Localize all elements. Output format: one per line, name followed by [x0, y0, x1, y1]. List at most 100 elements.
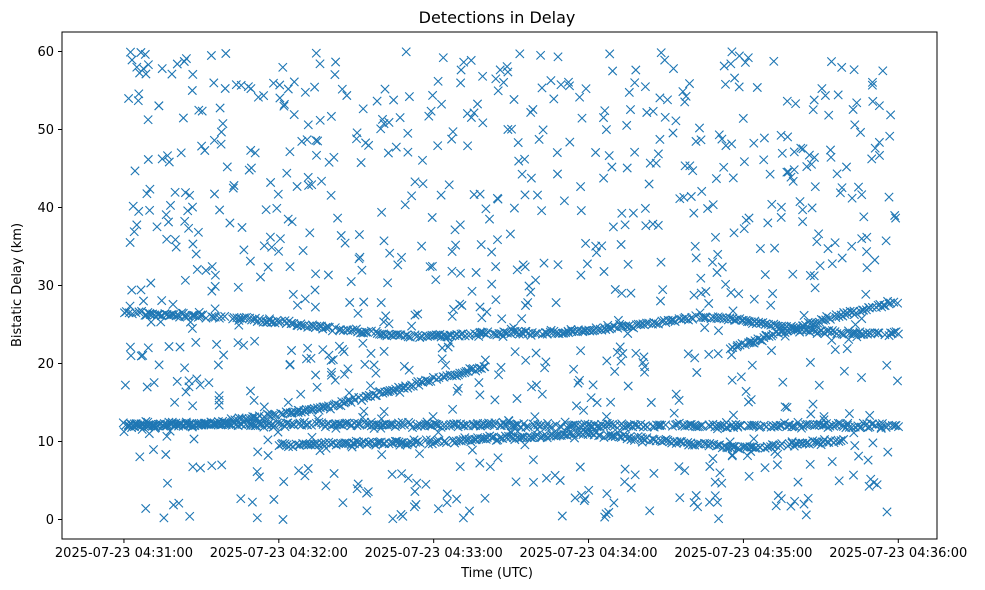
detection-point — [417, 241, 427, 251]
detection-point — [210, 270, 220, 280]
detection-point — [296, 407, 306, 417]
detection-point — [476, 240, 486, 250]
detection-point — [510, 347, 520, 357]
detection-point — [691, 490, 701, 501]
detection-point — [263, 435, 273, 445]
detection-point — [358, 338, 368, 348]
detection-point — [491, 295, 501, 305]
detection-point — [819, 412, 829, 422]
detection-point — [168, 500, 179, 510]
detection-point — [520, 440, 530, 450]
detection-point — [379, 346, 389, 356]
detection-point — [492, 235, 503, 245]
detection-point — [293, 405, 303, 415]
detection-point — [747, 360, 757, 370]
y-tick-label-3: 30 — [37, 279, 54, 294]
detection-point — [601, 412, 612, 422]
detection-point — [499, 77, 509, 87]
detection-point — [746, 446, 756, 457]
detection-point — [437, 354, 447, 364]
detection-point — [868, 96, 878, 106]
detection-point — [874, 328, 884, 338]
detection-point — [185, 190, 195, 200]
detection-point — [136, 47, 146, 58]
detection-point — [517, 314, 527, 324]
detection-point — [728, 306, 738, 316]
detection-point — [388, 514, 398, 524]
detection-point — [342, 418, 352, 428]
detection-point — [727, 375, 737, 385]
detection-point — [645, 158, 655, 168]
detection-point — [491, 262, 501, 272]
detection-point — [850, 441, 860, 451]
y-tick-label-4: 40 — [37, 201, 54, 216]
detection-point — [449, 304, 459, 314]
detection-point — [863, 455, 873, 465]
detection-point — [478, 118, 488, 128]
detection-point — [313, 136, 323, 146]
detection-point — [258, 317, 268, 327]
y-tick-label-0: 0 — [46, 513, 54, 528]
detection-point — [565, 137, 575, 147]
detection-point — [793, 324, 803, 335]
detection-point — [847, 241, 857, 251]
detection-point — [221, 48, 231, 59]
detection-point — [351, 134, 362, 144]
detection-point — [278, 514, 288, 525]
detection-point — [893, 329, 903, 339]
detection-point — [704, 298, 714, 309]
detection-point — [162, 234, 172, 244]
detection-point — [599, 173, 609, 183]
detection-point — [537, 206, 547, 216]
detection-point — [127, 55, 137, 65]
detection-point — [660, 112, 670, 122]
detection-point — [385, 248, 395, 258]
detection-point — [180, 363, 190, 373]
detection-point — [591, 241, 601, 251]
detection-point — [306, 440, 316, 450]
x-tick-label-2: 2025-07-23 04:33:00 — [365, 546, 503, 561]
detection-point — [326, 355, 336, 365]
detection-point — [563, 77, 574, 87]
detection-point — [601, 125, 611, 135]
detection-point — [272, 203, 282, 213]
detection-point — [395, 113, 405, 123]
detection-point — [421, 435, 431, 445]
detection-point — [568, 420, 578, 430]
detection-point — [338, 498, 348, 508]
detection-point — [481, 204, 491, 214]
detection-point — [721, 417, 731, 428]
detection-point — [339, 347, 349, 357]
detection-point — [613, 315, 623, 325]
detection-point — [541, 431, 551, 441]
detection-point — [310, 82, 320, 92]
detection-point — [125, 342, 135, 352]
detection-point — [456, 78, 466, 88]
detection-point — [340, 438, 350, 448]
detection-point — [339, 369, 350, 379]
detection-point — [874, 137, 884, 147]
detection-point — [849, 428, 859, 438]
detection-point — [487, 432, 497, 442]
detection-point — [857, 234, 867, 244]
detection-point — [890, 210, 900, 221]
detection-point — [808, 399, 818, 409]
detection-point — [740, 57, 750, 67]
detection-point — [452, 419, 462, 429]
detection-point — [300, 471, 310, 481]
detection-point — [411, 437, 421, 447]
detection-point — [387, 385, 398, 395]
detection-point — [275, 80, 285, 90]
detection-point — [874, 150, 885, 160]
detection-point — [551, 298, 561, 308]
detection-point — [136, 351, 146, 361]
detection-point — [130, 166, 140, 176]
detection-point — [193, 227, 203, 237]
detection-point — [441, 421, 451, 431]
detection-point — [793, 477, 803, 487]
detection-point — [141, 503, 151, 514]
detection-point — [809, 95, 819, 105]
x-tick-label-4: 2025-07-23 04:35:00 — [674, 546, 812, 561]
detection-point — [119, 427, 129, 437]
y-tick-label-6: 60 — [37, 45, 54, 60]
